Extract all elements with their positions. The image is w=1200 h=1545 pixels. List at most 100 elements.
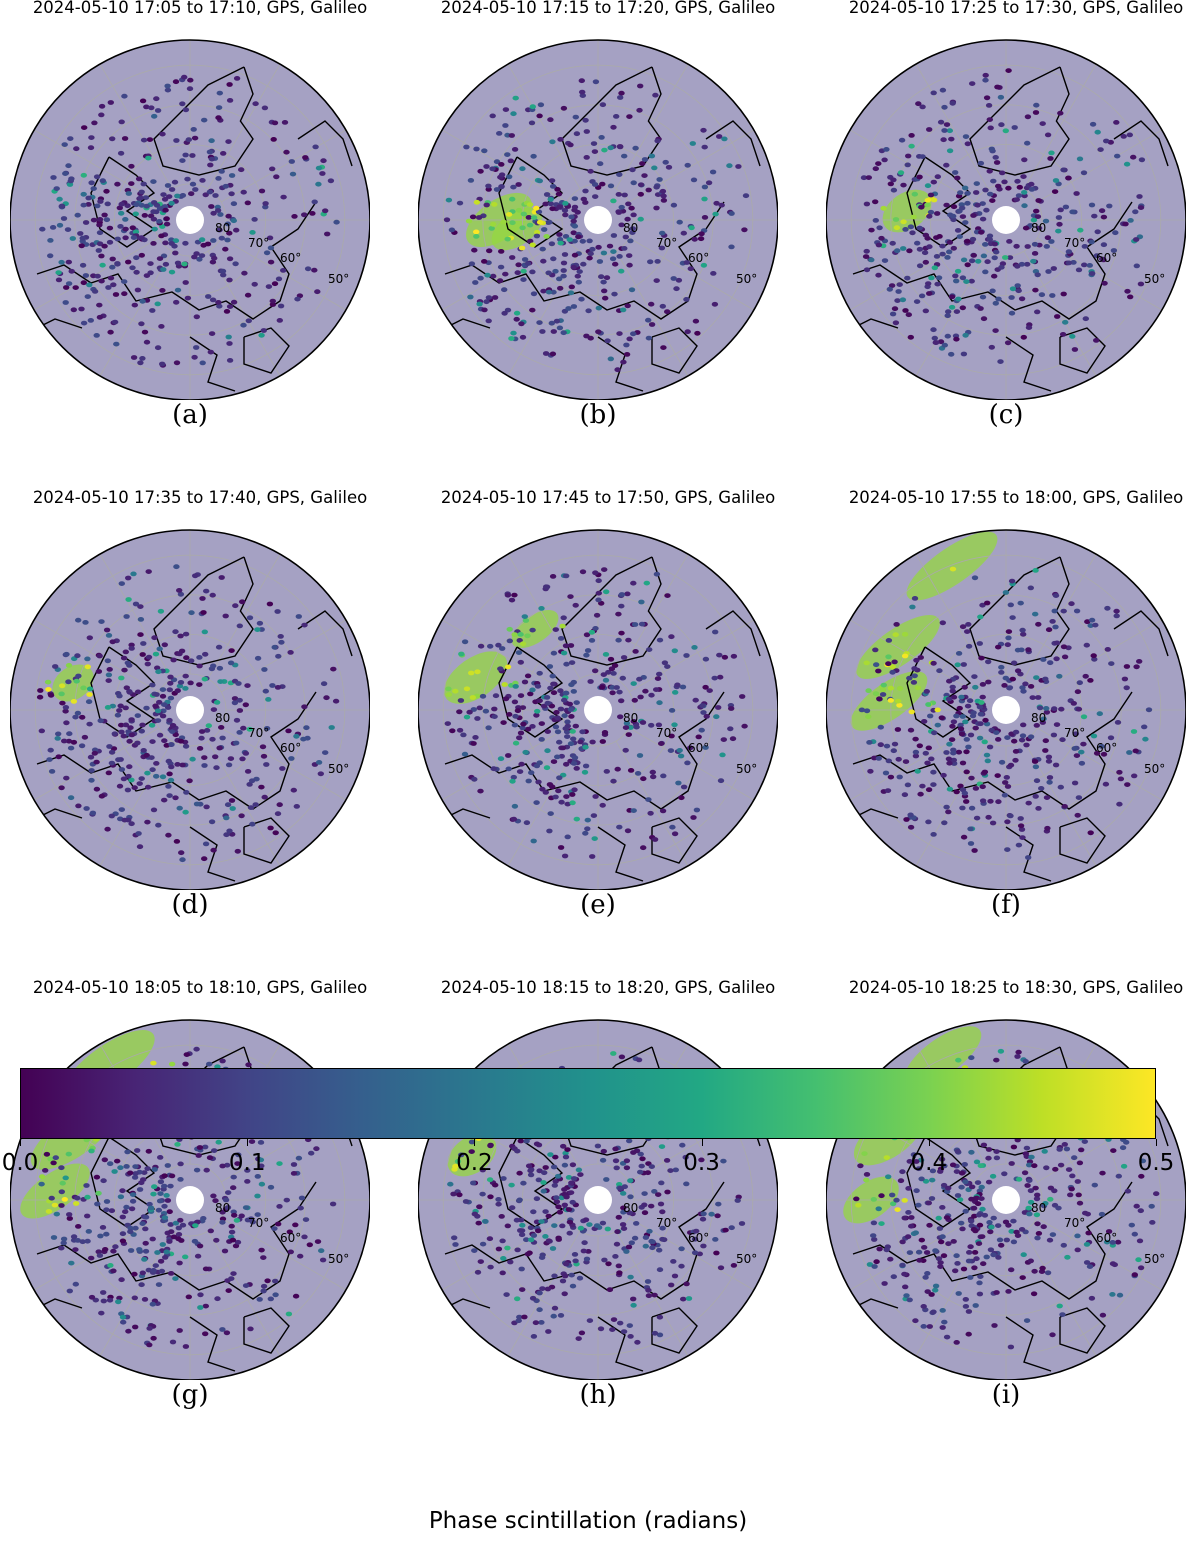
scintillation-point xyxy=(153,761,160,766)
scintillation-point xyxy=(273,174,280,180)
scintillation-point xyxy=(700,262,708,268)
scintillation-point xyxy=(932,1283,940,1289)
scintillation-point xyxy=(38,728,45,734)
scintillation-point xyxy=(118,675,125,681)
scintillation-point xyxy=(1033,208,1040,214)
scintillation-point xyxy=(906,1159,913,1164)
scintillation-point xyxy=(658,1144,666,1149)
scintillation-point xyxy=(1076,1200,1084,1206)
scintillation-point xyxy=(626,1210,633,1216)
scintillation-point xyxy=(984,758,991,764)
scintillation-point xyxy=(105,672,113,678)
scintillation-point xyxy=(188,191,195,197)
scintillation-point xyxy=(592,668,599,674)
scintillation-point xyxy=(907,727,915,733)
scintillation-point xyxy=(562,690,570,696)
scintillation-point xyxy=(230,299,238,305)
scintillation-point xyxy=(225,213,232,219)
panel-label: (a) xyxy=(172,400,208,430)
scintillation-point xyxy=(979,682,987,687)
scintillation-point xyxy=(444,721,451,726)
scintillation-point xyxy=(55,754,62,760)
scintillation-point xyxy=(117,150,125,156)
scintillation-point xyxy=(150,209,157,215)
scintillation-point xyxy=(564,719,571,725)
scintillation-point xyxy=(182,1344,190,1349)
scintillation-point xyxy=(636,676,643,682)
scintillation-point xyxy=(1042,738,1049,744)
scintillation-point xyxy=(572,1258,579,1264)
scintillation-point xyxy=(126,738,133,744)
scintillation-point xyxy=(238,813,245,819)
scintillation-point xyxy=(491,295,499,300)
scintillation-point xyxy=(970,253,977,258)
scintillation-point xyxy=(1034,1221,1041,1227)
scintillation-point xyxy=(595,590,602,596)
scintillation-point xyxy=(955,1057,962,1063)
scintillation-point xyxy=(110,282,117,288)
scintillation-point xyxy=(918,1237,925,1243)
scintillation-point xyxy=(648,1203,655,1209)
scintillation-point xyxy=(519,1222,526,1228)
scintillation-point xyxy=(922,259,929,265)
scintillation-point xyxy=(970,1227,978,1232)
scintillation-point xyxy=(164,1198,172,1203)
scintillation-point xyxy=(701,184,709,190)
scintillation-point xyxy=(260,1288,267,1294)
scintillation-point xyxy=(48,769,56,774)
scintillation-point xyxy=(882,770,890,776)
scintillation-point xyxy=(95,1190,102,1196)
scintillation-point xyxy=(168,200,175,206)
scintillation-point xyxy=(935,1215,942,1221)
scintillation-point xyxy=(474,1269,482,1275)
scintillation-point xyxy=(1014,1054,1021,1059)
high-scintillation-patch xyxy=(443,651,508,704)
scintillation-point xyxy=(635,1057,643,1063)
scintillation-point xyxy=(945,756,953,762)
scintillation-point xyxy=(540,1188,547,1194)
colorbar-tick xyxy=(928,1139,930,1146)
scintillation-point xyxy=(151,1184,158,1190)
scintillation-point xyxy=(1075,706,1083,712)
scintillation-point xyxy=(279,766,286,771)
scintillation-point xyxy=(127,1229,134,1235)
scintillation-point xyxy=(976,704,984,710)
scintillation-point xyxy=(258,784,265,790)
scintillation-point xyxy=(943,750,950,755)
latitude-label: 50° xyxy=(328,1252,349,1266)
scintillation-point xyxy=(287,1249,294,1255)
scintillation-point xyxy=(160,192,167,198)
scintillation-point xyxy=(863,267,871,273)
scintillation-point xyxy=(910,1152,918,1158)
scintillation-point xyxy=(1034,272,1041,278)
scintillation-point xyxy=(174,762,181,767)
scintillation-point xyxy=(533,1141,541,1147)
scintillation-point xyxy=(998,122,1005,128)
scintillation-point xyxy=(949,566,957,572)
scintillation-point xyxy=(219,268,227,274)
scintillation-point xyxy=(529,269,536,275)
scintillation-point xyxy=(570,1176,578,1181)
scintillation-point xyxy=(244,292,252,298)
scintillation-point xyxy=(717,1265,725,1271)
scintillation-point xyxy=(889,1192,896,1198)
scintillation-point xyxy=(610,778,617,784)
scintillation-point xyxy=(445,692,453,697)
scintillation-point xyxy=(114,712,122,718)
scintillation-point xyxy=(614,766,621,772)
scintillation-point xyxy=(642,1243,649,1249)
scintillation-point xyxy=(710,271,717,276)
scintillation-point xyxy=(993,249,1000,255)
scintillation-point xyxy=(552,724,560,730)
scintillation-point xyxy=(1045,269,1052,274)
scintillation-point xyxy=(497,756,505,762)
scintillation-point xyxy=(908,1223,915,1229)
scintillation-point xyxy=(637,216,644,222)
scintillation-point xyxy=(554,754,561,760)
scintillation-point xyxy=(648,1238,655,1244)
scintillation-point xyxy=(474,716,481,721)
scintillation-point xyxy=(317,771,324,777)
scintillation-point xyxy=(1047,660,1054,666)
scintillation-point xyxy=(583,155,590,160)
scintillation-point xyxy=(1060,167,1067,173)
